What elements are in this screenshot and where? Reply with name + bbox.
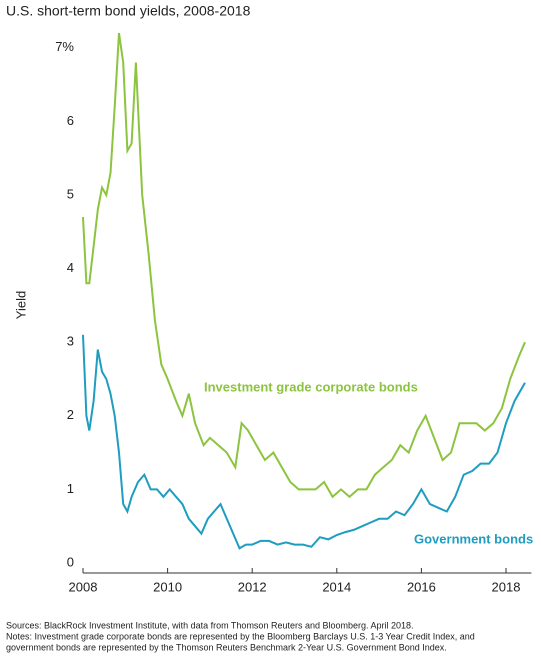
x-tick-label: 2008 (69, 579, 98, 594)
notes: Notes: Investment grade corporate bonds … (6, 631, 475, 641)
sources: Sources: BlackRock Investment Institute,… (6, 620, 414, 630)
annotation: Investment grade corporate bonds (204, 379, 418, 394)
chart-title: U.S. short-term bond yields, 2008-2018 (6, 3, 251, 19)
y-tick-label: 1 (67, 481, 74, 496)
y-tick-label: 6 (67, 113, 74, 128)
y-axis-label: Yield (13, 291, 28, 319)
y-tick-label: 0 (67, 554, 74, 569)
x-tick-label: 2010 (153, 579, 182, 594)
x-tick-label: 2012 (238, 579, 267, 594)
x-tick-label: 2016 (407, 579, 436, 594)
notes: government bonds are represented by the … (6, 642, 447, 652)
series-line (82, 32, 526, 499)
y-tick-label: 7% (55, 39, 74, 54)
x-tick-label: 2018 (492, 579, 521, 594)
x-tick-label: 2014 (322, 579, 351, 594)
y-tick-label: 3 (67, 334, 74, 349)
y-tick-label: 4 (67, 260, 74, 275)
series-line (82, 334, 526, 550)
annotation: Government bonds (414, 531, 533, 546)
y-tick-label: 5 (67, 186, 74, 201)
y-tick-label: 2 (67, 407, 74, 422)
